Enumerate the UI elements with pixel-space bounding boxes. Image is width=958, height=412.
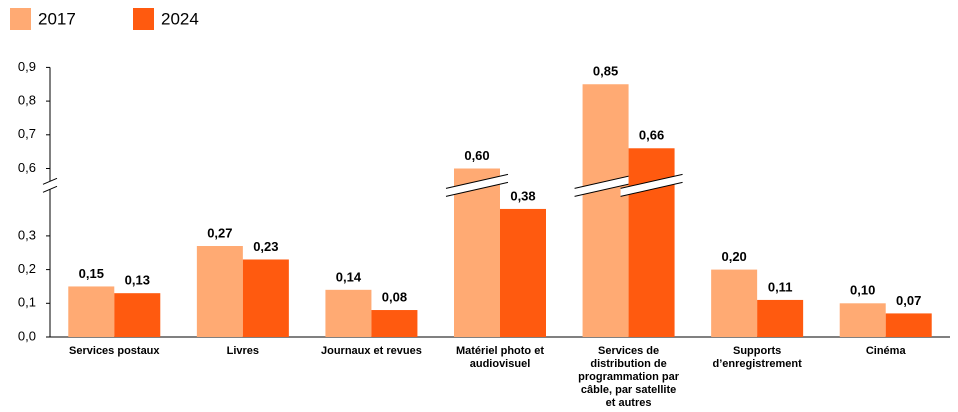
legend-swatch xyxy=(133,8,154,30)
axis-break-line xyxy=(445,173,509,189)
value-label: 0,85 xyxy=(593,64,618,79)
value-label: 0,23 xyxy=(253,239,278,254)
axis-break-line xyxy=(42,177,58,185)
y-tick-label: 0,6 xyxy=(18,160,36,175)
axis-break-line xyxy=(445,181,509,197)
bar xyxy=(68,286,115,337)
value-label: 0,27 xyxy=(207,225,232,240)
y-tick-label: 0,0 xyxy=(18,328,36,343)
axis-break-gap xyxy=(574,174,637,197)
x-tick-label: Cinéma xyxy=(865,345,906,357)
value-label: 0,66 xyxy=(639,128,664,143)
value-label: 0,07 xyxy=(896,293,921,308)
axis-break-gap xyxy=(446,174,508,197)
bar xyxy=(582,84,629,337)
value-label: 0,10 xyxy=(850,283,875,298)
bar xyxy=(500,208,546,337)
x-tick-label: Supports d’enregistrement xyxy=(712,345,802,370)
value-label: 0,60 xyxy=(464,148,489,163)
legend-label: 2017 xyxy=(38,9,76,28)
value-label: 0,13 xyxy=(125,273,150,288)
y-tick-label: 0,8 xyxy=(18,93,36,108)
axis-break-line xyxy=(574,173,637,189)
axis-break-line xyxy=(574,181,637,197)
bar xyxy=(114,293,161,337)
axis-break-gap xyxy=(620,174,683,197)
x-tick-label: Livres xyxy=(226,345,260,357)
y-tick-label: 0,2 xyxy=(18,261,36,276)
axis-break-gap xyxy=(43,178,57,193)
y-tick-label: 0,3 xyxy=(18,227,36,242)
value-label: 0,14 xyxy=(336,269,362,284)
bar xyxy=(371,310,418,337)
bar xyxy=(242,259,289,337)
axis-break-line xyxy=(620,181,683,197)
value-label: 0,08 xyxy=(382,289,407,304)
y-tick-label: 0,7 xyxy=(18,126,36,141)
y-tick-label: 0,1 xyxy=(18,295,36,310)
x-tick-label: Services postaux xyxy=(69,345,160,357)
y-tick-label: 0,9 xyxy=(18,59,36,74)
bar xyxy=(196,246,243,337)
value-label: 0,15 xyxy=(79,266,104,281)
axis-break-line xyxy=(620,173,683,189)
value-label: 0,11 xyxy=(768,279,793,294)
legend-swatch xyxy=(10,8,31,30)
bar xyxy=(839,303,886,337)
x-tick-label: Matériel photo et audiovisuel xyxy=(455,345,544,370)
x-tick-label: Services de distribution de programmatio… xyxy=(578,345,679,409)
bar xyxy=(454,168,500,337)
bar xyxy=(325,289,372,337)
value-label: 0,20 xyxy=(721,249,746,264)
axis-break-line xyxy=(42,185,58,193)
legend-label: 2024 xyxy=(161,9,199,28)
bar xyxy=(628,148,675,337)
value-label: 0,38 xyxy=(510,188,535,203)
bar xyxy=(757,299,804,337)
bar xyxy=(711,269,758,337)
bar xyxy=(885,313,932,337)
x-tick-label: Journaux et revues xyxy=(320,345,422,357)
